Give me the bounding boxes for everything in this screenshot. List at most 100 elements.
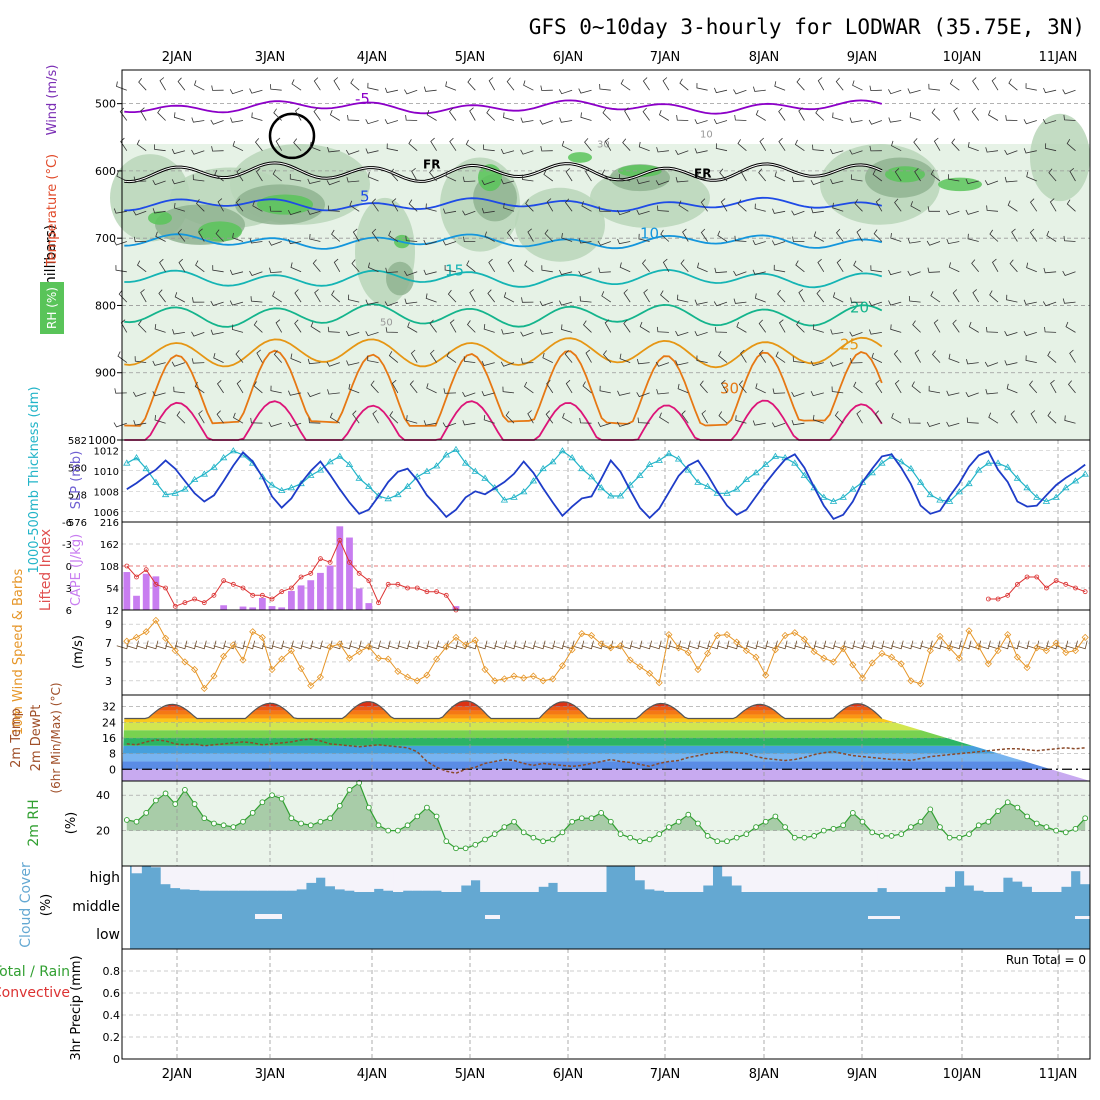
- thickness-point: [452, 445, 460, 453]
- wind-barb: [564, 350, 573, 363]
- slp-tick-3: 1012: [94, 446, 119, 457]
- wind10-point: [975, 643, 983, 651]
- wind-barb: [177, 228, 186, 242]
- wind-barb: [140, 289, 147, 303]
- cloud-high-gap: [673, 866, 684, 892]
- wind-barb: [191, 117, 205, 123]
- temp-label-7: 30: [720, 379, 739, 397]
- wind-barb: [251, 112, 263, 121]
- li-point: [143, 567, 149, 573]
- cloud-high-gap: [441, 866, 452, 892]
- wind10-point: [394, 667, 402, 675]
- cloud-level-2: low: [96, 927, 120, 943]
- thickness-point: [200, 470, 209, 477]
- wind-barb: [584, 138, 592, 151]
- thickness-point: [219, 454, 228, 461]
- wind-barb: [830, 179, 844, 185]
- wind10-point: [491, 677, 499, 685]
- wind-barb: [778, 319, 786, 333]
- thickness-point: [897, 458, 905, 465]
- wind-barb: [639, 321, 650, 333]
- wind-barb: [910, 201, 921, 212]
- thickness-point: [703, 482, 712, 489]
- wind-barb: [546, 380, 554, 394]
- wind-barb: [136, 260, 147, 273]
- wind10-point: [142, 628, 150, 636]
- cloud-high-gap: [218, 866, 229, 891]
- wind-barb: [192, 297, 205, 303]
- wind10-point: [123, 637, 131, 645]
- wind-barb: [891, 140, 902, 152]
- thickness-point: [878, 459, 886, 466]
- wind10-point: [684, 648, 692, 657]
- wind-barb: [597, 240, 611, 246]
- wind-barb: [249, 88, 263, 94]
- wind-barb: [752, 240, 766, 246]
- rh2m-point: [482, 836, 488, 843]
- wind10-point: [926, 647, 934, 655]
- wind-barb: [385, 267, 398, 274]
- wind10-point: [655, 679, 663, 687]
- rh2m-point: [849, 810, 856, 816]
- thickness-point: [287, 484, 296, 491]
- cloud-high-gap: [267, 866, 278, 891]
- thickness-point: [1081, 470, 1089, 477]
- cape-tick-3: 162: [100, 540, 119, 551]
- cloud-left-pad: [122, 866, 130, 949]
- wind-barb: [543, 169, 554, 182]
- wind-barb: [966, 417, 979, 424]
- rh2m-point: [637, 838, 643, 845]
- wind-barb: [520, 331, 534, 337]
- wind-barb: [152, 180, 166, 186]
- cloud-level-0: high: [89, 870, 120, 886]
- wind-barb: [545, 410, 554, 424]
- wind-barb: [481, 391, 495, 397]
- wind10-barb: [678, 640, 691, 650]
- wind10-point: [858, 674, 867, 682]
- wind10-point: [132, 633, 141, 641]
- wind-barb: [911, 381, 921, 394]
- wind-barb: [425, 293, 437, 303]
- li-point: [337, 537, 343, 543]
- rh2m-point: [666, 824, 672, 830]
- wind-barb: [758, 319, 767, 333]
- rh2m-point: [288, 815, 295, 822]
- wind-barb: [523, 80, 534, 91]
- rh2m-point: [820, 827, 827, 834]
- wind10-point: [597, 640, 605, 648]
- rh2m-line: [126, 781, 1086, 849]
- thickness-point: [955, 488, 964, 495]
- cape-bar: [239, 606, 247, 610]
- wind10-point: [616, 642, 625, 650]
- wind-barb: [678, 200, 689, 212]
- wind-barb: [907, 88, 921, 94]
- wind-barb: [696, 82, 708, 91]
- wind-barb: [792, 356, 805, 363]
- wind-barb: [191, 331, 205, 337]
- wind-barb: [832, 292, 844, 303]
- wind-barb: [407, 322, 418, 333]
- wind10-barb: [765, 640, 778, 650]
- cloud-high-gap: [877, 866, 888, 889]
- wind-barb: [659, 412, 670, 424]
- wind-barb: [270, 84, 282, 91]
- wind-barb: [559, 300, 573, 306]
- wind-barb: [385, 327, 398, 333]
- wind-barb: [445, 81, 457, 91]
- rh-blob-14: [386, 261, 414, 296]
- wind10-point: [984, 660, 992, 668]
- thickness-point: [161, 490, 170, 498]
- wind-barb: [1006, 294, 1018, 303]
- wind-barb: [1063, 235, 1076, 242]
- wind-barb: [191, 358, 205, 364]
- wind-barb: [602, 350, 612, 363]
- axis-label: Lifted Index: [38, 529, 54, 611]
- cloud-high-gap: [1070, 866, 1081, 872]
- wind10-barb: [881, 640, 894, 650]
- wind-barb: [637, 417, 650, 424]
- wind-barb: [293, 138, 302, 151]
- wind-barb: [488, 77, 496, 91]
- wind10-point: [587, 631, 596, 640]
- wind-barb: [309, 141, 321, 152]
- wind-barb: [290, 353, 302, 363]
